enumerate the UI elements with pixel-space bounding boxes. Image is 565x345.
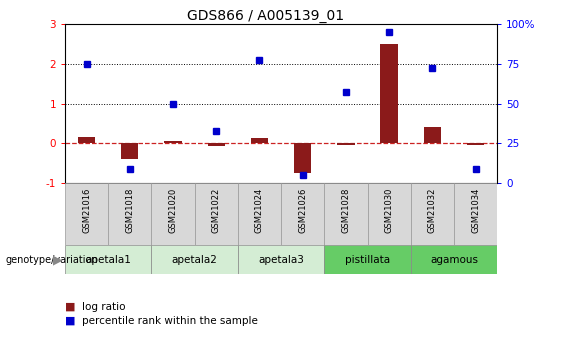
Text: GSM21032: GSM21032 xyxy=(428,188,437,233)
Bar xyxy=(251,138,268,143)
Bar xyxy=(78,137,95,143)
Text: pistillata: pistillata xyxy=(345,255,390,265)
Text: apetala3: apetala3 xyxy=(258,255,304,265)
Text: ▶: ▶ xyxy=(53,253,62,266)
Bar xyxy=(151,183,194,245)
Bar xyxy=(424,127,441,143)
Text: GSM21030: GSM21030 xyxy=(385,188,394,233)
Text: apetala2: apetala2 xyxy=(172,255,218,265)
Bar xyxy=(65,183,108,245)
Bar xyxy=(238,245,324,274)
Text: GSM21020: GSM21020 xyxy=(168,188,177,233)
Text: GDS866 / A005139_01: GDS866 / A005139_01 xyxy=(187,9,344,23)
Text: GSM21034: GSM21034 xyxy=(471,188,480,233)
Text: genotype/variation: genotype/variation xyxy=(6,255,98,265)
Bar xyxy=(454,183,497,245)
Text: log ratio: log ratio xyxy=(82,302,125,312)
Text: GSM21024: GSM21024 xyxy=(255,188,264,233)
Bar xyxy=(108,183,151,245)
Bar xyxy=(411,183,454,245)
Bar xyxy=(324,245,411,274)
Bar xyxy=(238,183,281,245)
Text: GSM21026: GSM21026 xyxy=(298,188,307,233)
Bar xyxy=(294,143,311,173)
Text: apetala1: apetala1 xyxy=(85,255,131,265)
Text: GSM21022: GSM21022 xyxy=(212,188,221,233)
Bar xyxy=(207,143,225,146)
Text: agamous: agamous xyxy=(430,255,478,265)
Bar xyxy=(164,141,182,143)
Bar xyxy=(411,245,497,274)
Bar xyxy=(151,245,238,274)
Bar xyxy=(324,183,368,245)
Bar xyxy=(380,44,398,143)
Bar xyxy=(194,183,238,245)
Bar xyxy=(281,183,324,245)
Bar xyxy=(121,143,138,159)
Text: GSM21018: GSM21018 xyxy=(125,188,134,233)
Bar xyxy=(467,143,484,145)
Text: GSM21016: GSM21016 xyxy=(82,188,91,233)
Text: percentile rank within the sample: percentile rank within the sample xyxy=(82,316,258,326)
Text: ■: ■ xyxy=(65,316,76,326)
Text: ■: ■ xyxy=(65,302,76,312)
Bar xyxy=(65,245,151,274)
Text: GSM21028: GSM21028 xyxy=(341,188,350,233)
Bar xyxy=(368,183,411,245)
Bar xyxy=(337,143,355,145)
